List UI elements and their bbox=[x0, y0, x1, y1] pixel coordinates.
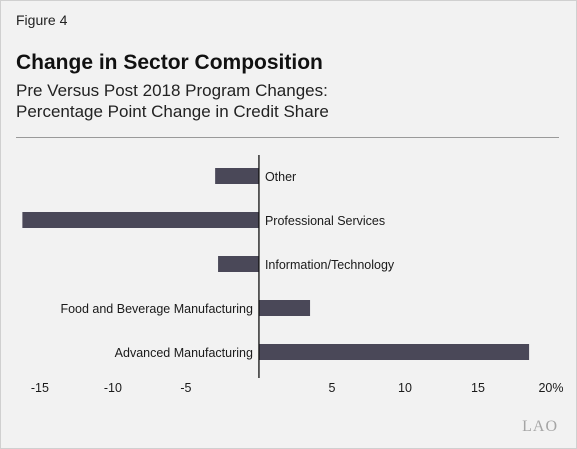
bar-0 bbox=[215, 168, 259, 184]
category-label-0: Other bbox=[265, 170, 296, 184]
bar-4 bbox=[258, 344, 530, 360]
x-tick-label-1: -10 bbox=[104, 381, 122, 395]
title-divider bbox=[16, 137, 559, 138]
chart-subtitle: Pre Versus Post 2018 Program Changes: Pe… bbox=[16, 80, 329, 122]
x-tick-label-0: -15 bbox=[31, 381, 49, 395]
category-label-2: Information/Technology bbox=[265, 258, 395, 272]
subtitle-line-1: Pre Versus Post 2018 Program Changes: bbox=[16, 81, 328, 100]
chart-title: Change in Sector Composition bbox=[16, 51, 323, 74]
x-tick-label-6: 20% bbox=[538, 381, 563, 395]
subtitle-line-2: Percentage Point Change in Credit Share bbox=[16, 102, 329, 121]
category-label-1: Professional Services bbox=[265, 214, 385, 228]
bar-2 bbox=[218, 256, 259, 272]
x-tick-label-3: 5 bbox=[328, 381, 335, 395]
figure-label: Figure 4 bbox=[16, 12, 68, 28]
x-tick-label-4: 10 bbox=[398, 381, 412, 395]
lao-logo: LAO bbox=[522, 418, 558, 435]
category-label-4: Advanced Manufacturing bbox=[115, 346, 253, 360]
bar-1 bbox=[22, 212, 259, 228]
x-tick-label-2: -5 bbox=[180, 381, 191, 395]
bar-3 bbox=[258, 300, 311, 316]
category-label-3: Food and Beverage Manufacturing bbox=[60, 302, 253, 316]
x-tick-label-5: 15 bbox=[471, 381, 485, 395]
